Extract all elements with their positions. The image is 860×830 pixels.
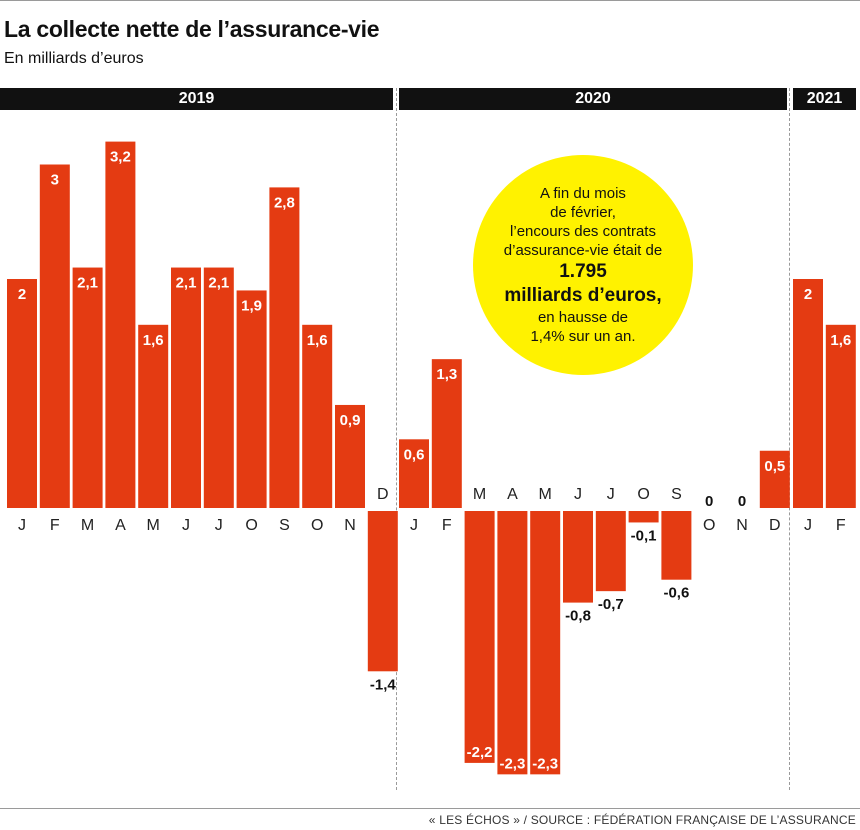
bar-2019-8: [236, 290, 267, 508]
callout-line: l’encours des contrats: [510, 223, 656, 240]
value-label: 3,2: [110, 149, 131, 166]
callout-line: A fin du mois: [540, 185, 626, 202]
callout-line: en hausse de: [537, 309, 629, 326]
value-label: 2: [804, 286, 812, 303]
value-label: 1,6: [143, 332, 164, 349]
month-label: J: [607, 486, 615, 503]
month-label: D: [769, 517, 781, 534]
callout-line: d’assurance-vie était de: [503, 242, 663, 259]
value-label: 2,1: [208, 275, 229, 292]
month-label: J: [182, 517, 190, 534]
month-label: M: [81, 517, 94, 534]
chart-title: La collecte nette de l’assurance-vie: [4, 16, 380, 42]
bar-2019-2: [39, 164, 70, 508]
value-label: 2: [18, 286, 26, 303]
value-label: 0,5: [764, 458, 785, 475]
value-label: -2,2: [467, 744, 493, 761]
month-label: J: [215, 517, 223, 534]
year-label-2020: 2020: [399, 88, 787, 110]
bottom-rule: [0, 808, 860, 809]
callout-highlight-unit: milliards d’euros,: [504, 285, 662, 306]
month-label: F: [836, 517, 846, 534]
bar-2020-6: [563, 511, 593, 603]
value-label: 0,9: [340, 412, 361, 429]
month-label: J: [18, 517, 26, 534]
bar-2019-1: [7, 279, 37, 508]
bar-2020-12: [759, 450, 790, 508]
chart-subtitle: En milliards d’euros: [4, 50, 144, 67]
bar-2019-12: [367, 511, 398, 672]
value-label: 2,1: [77, 275, 98, 292]
value-label: 2,1: [176, 275, 197, 292]
month-label: N: [736, 517, 748, 534]
year-label-2019: 2019: [0, 88, 393, 110]
value-label: -0,8: [565, 608, 591, 625]
bar-2019-6: [171, 267, 201, 508]
month-label: S: [279, 517, 290, 534]
month-label: F: [50, 517, 60, 534]
bar-2019-5: [138, 324, 169, 508]
month-label: N: [344, 517, 356, 534]
month-label: A: [115, 517, 126, 534]
month-label: J: [574, 486, 582, 503]
value-label: -2,3: [499, 755, 525, 772]
month-label: M: [147, 517, 160, 534]
callout-highlight-amount: 1.795: [559, 261, 607, 282]
year-divider-2020-2021: [789, 88, 790, 790]
top-rule: [0, 0, 860, 1]
month-label: O: [311, 517, 323, 534]
value-label: -2,3: [532, 755, 558, 772]
month-label: O: [637, 486, 649, 503]
bar-2019-3: [72, 267, 103, 508]
bar-2019-9: [269, 187, 300, 508]
value-label: 3: [51, 172, 59, 189]
value-label: 1,9: [241, 297, 262, 314]
value-label: 0,6: [404, 446, 425, 463]
month-label: J: [410, 517, 418, 534]
value-label: 1,6: [830, 332, 851, 349]
callout-bubble: A fin du mois de février, l’encours des …: [473, 155, 693, 375]
month-label: D: [377, 486, 389, 503]
callout-line: 1,4% sur un an.: [530, 328, 636, 345]
value-label: -0,1: [631, 527, 657, 544]
bar-2019-10: [302, 324, 333, 508]
month-label: J: [804, 517, 812, 534]
callout-line: de février,: [550, 204, 616, 221]
month-label: M: [539, 486, 552, 503]
bar-2020-1: [399, 439, 429, 508]
bar-2020-7: [595, 511, 626, 592]
value-label: -0,6: [663, 585, 689, 602]
year-divider-2019-2020: [396, 88, 397, 790]
month-label: A: [507, 486, 518, 503]
bar-2020-9: [661, 511, 692, 580]
value-label: -0,7: [598, 596, 624, 613]
bar-2021-2: [825, 324, 856, 508]
bar-2019-7: [203, 267, 234, 508]
value-label: 1,6: [307, 332, 328, 349]
month-label: F: [442, 517, 452, 534]
month-label: M: [473, 486, 486, 503]
month-label: O: [245, 517, 257, 534]
bar-2019-4: [105, 141, 136, 508]
bar-2019-11: [335, 404, 365, 508]
value-label: 2,8: [274, 194, 295, 211]
source-credit: « LES ÉCHOS » / SOURCE : FÉDÉRATION FRAN…: [428, 813, 856, 827]
value-label: -1,4: [370, 676, 397, 693]
month-label: S: [671, 486, 682, 503]
month-label: O: [703, 517, 715, 534]
bar-2020-2: [431, 359, 462, 508]
bar-2020-5: [530, 511, 561, 775]
value-label: 0: [705, 493, 713, 510]
bar-2020-8: [628, 511, 659, 523]
value-label: 1,3: [436, 366, 457, 383]
bar-2020-4: [497, 511, 528, 775]
bar-2020-3: [464, 511, 495, 763]
bar-2021-1: [793, 279, 823, 508]
value-label: 0: [738, 493, 746, 510]
year-label-2021: 2021: [793, 88, 856, 110]
